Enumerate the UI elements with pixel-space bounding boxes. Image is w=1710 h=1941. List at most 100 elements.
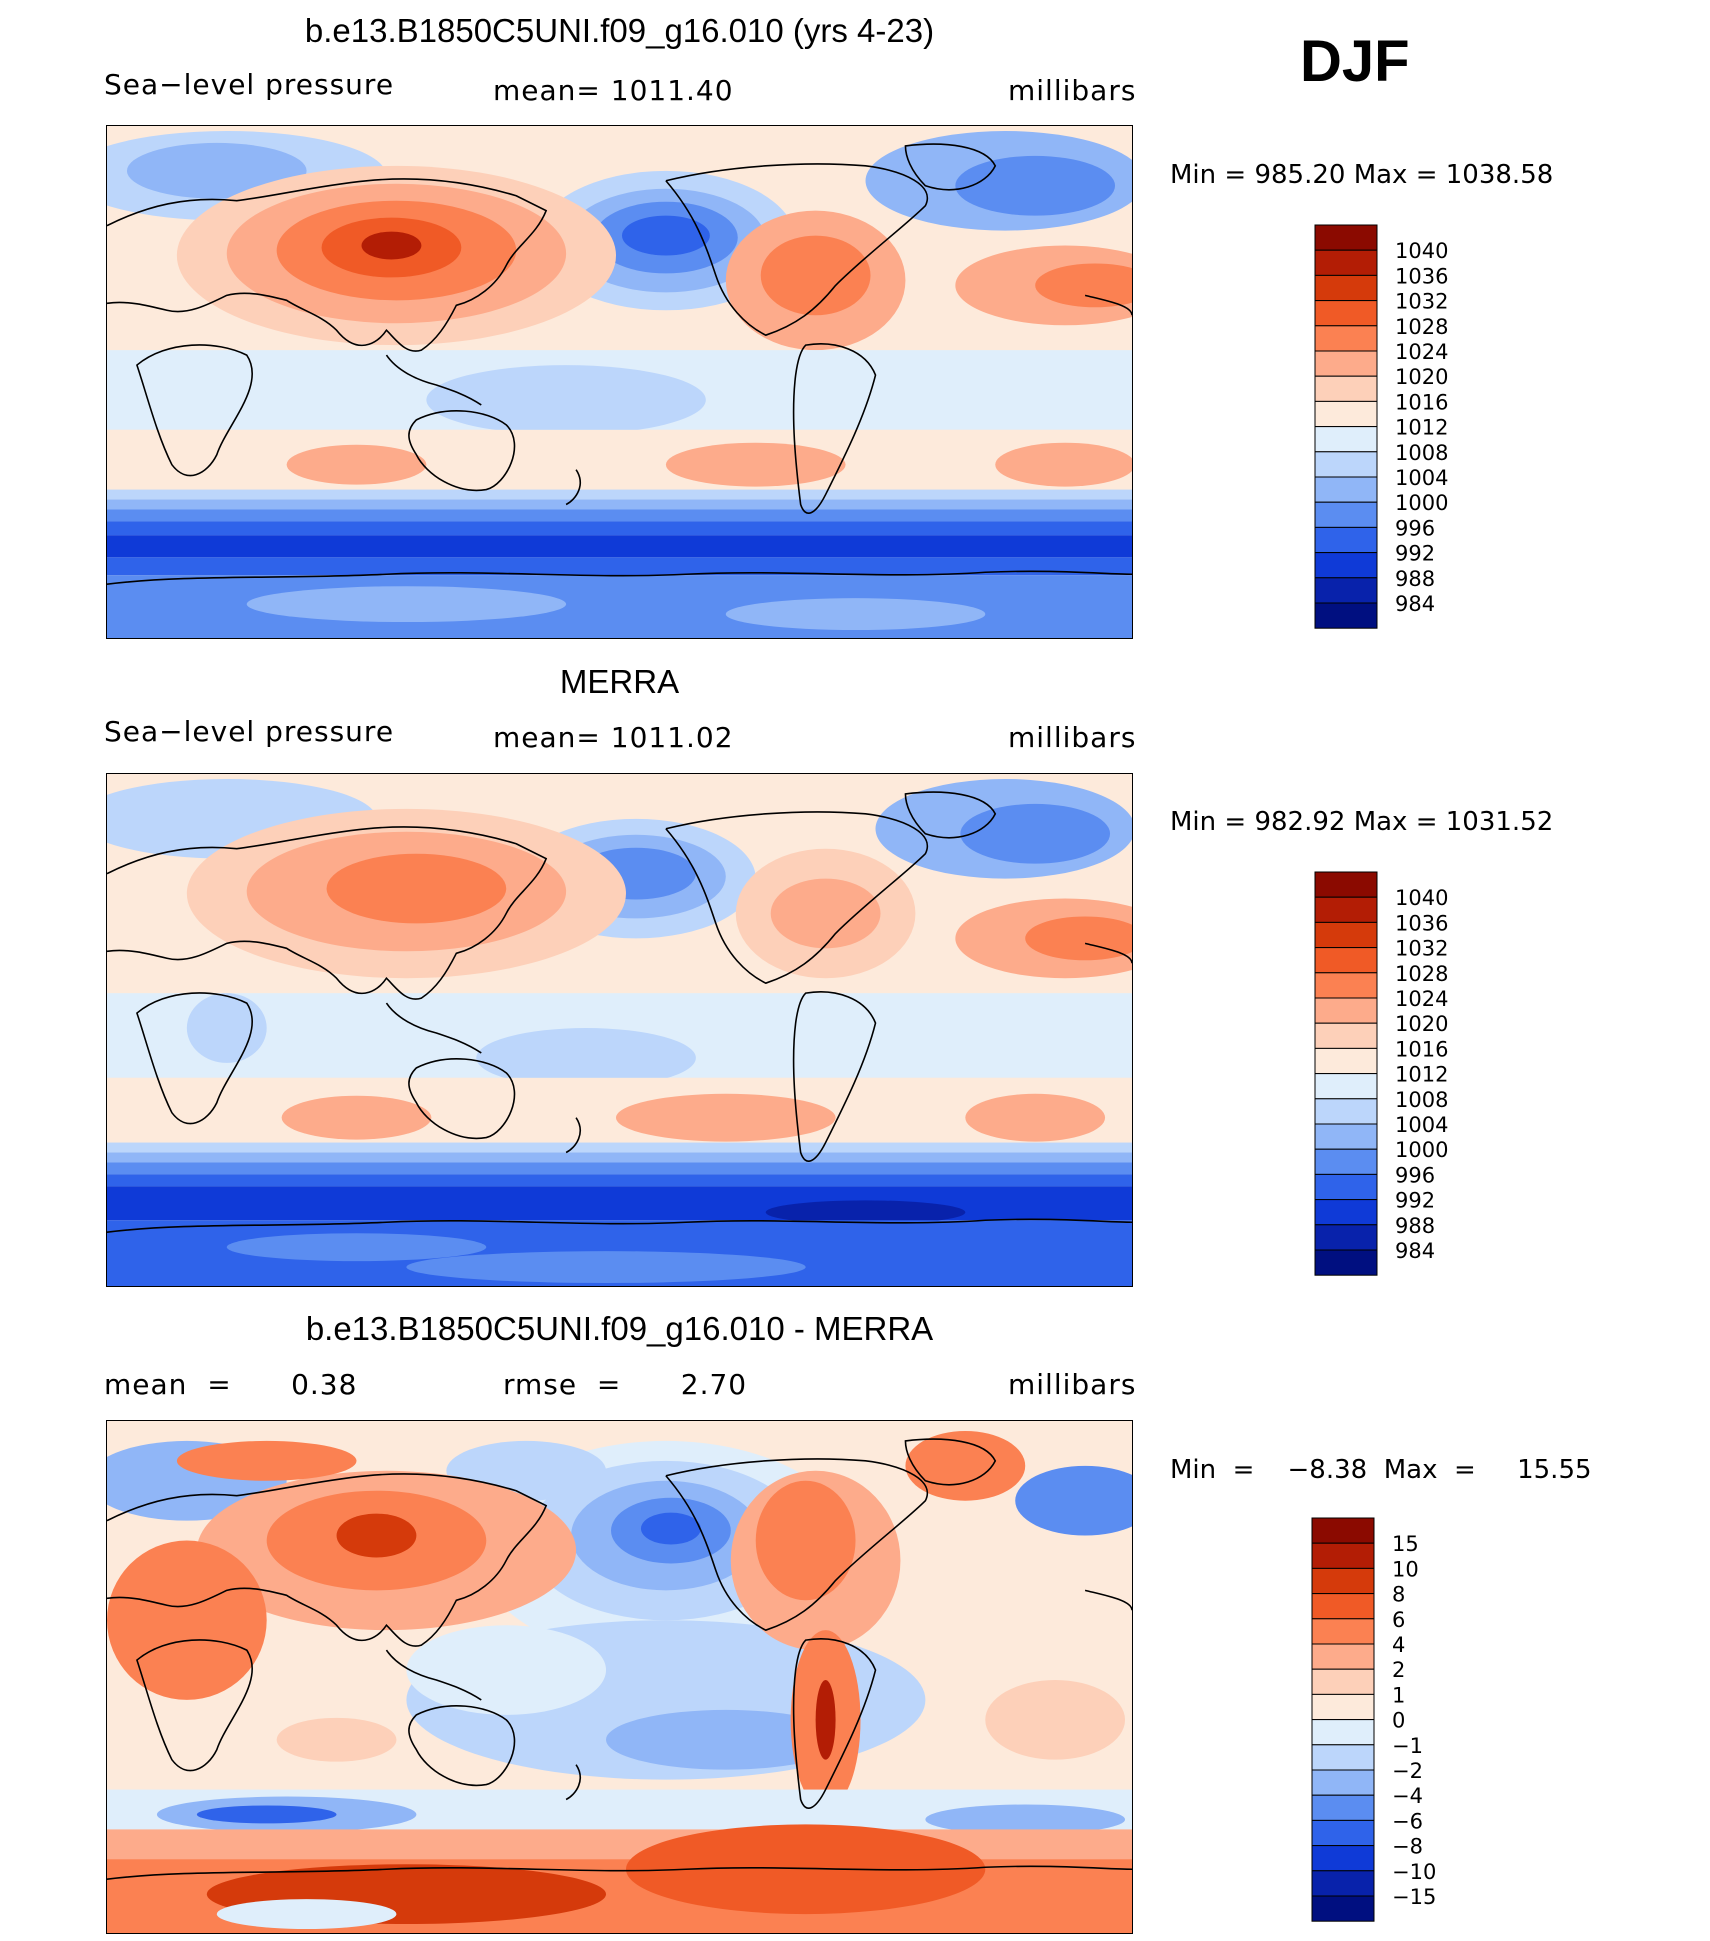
eurasia-coastline	[107, 826, 548, 1000]
colorbar-tick-label: 1016	[1395, 1037, 1448, 1061]
colorbar-swatch	[1314, 1249, 1378, 1276]
north-america-coastline	[665, 163, 929, 337]
colorbar-swatch	[1311, 1542, 1375, 1569]
season-label: DJF	[1300, 29, 1410, 94]
colorbar-swatch	[1314, 947, 1378, 974]
positive-bias-region	[276, 1717, 397, 1762]
positive-bias-region	[755, 1480, 856, 1601]
south-america-coastline	[792, 1638, 877, 1809]
azores-high	[1035, 263, 1132, 308]
north-america-coastline	[665, 811, 929, 985]
subtropical-high	[995, 442, 1132, 487]
colorbar-swatch	[1314, 476, 1378, 503]
panel-2-mean-label: mean= 1011.02	[493, 721, 734, 754]
antarctica-coastline	[107, 1865, 1132, 1881]
colorbar-swatch	[1314, 325, 1378, 352]
colorbar-swatch	[1314, 1148, 1378, 1175]
coastlines	[107, 791, 1132, 1234]
colorbar-swatch	[1311, 1517, 1375, 1544]
subtropical-high	[281, 1095, 432, 1140]
positive-bias-region	[985, 1679, 1126, 1760]
colorbar-tick-label: 0	[1392, 1709, 1405, 1733]
positive-bias-region	[107, 1540, 267, 1700]
trough-band	[107, 1174, 1132, 1187]
panel-1-variable-label: Sea−level pressure	[104, 68, 395, 101]
panel-2-min-max: Min = 982.92 Max = 1031.52	[1170, 807, 1554, 837]
panel-1-map	[106, 125, 1133, 639]
antarctica-coastline	[107, 570, 1132, 586]
panel-1-colorbar-svg: 1040103610321028102410201016101210081004…	[1314, 224, 1448, 629]
south-america-coastline	[792, 343, 877, 514]
colorbar-tick-label: 1000	[1395, 491, 1448, 515]
colorbar-tick-label: −1	[1392, 1734, 1423, 1758]
colorbar-tick-label: 1024	[1395, 340, 1448, 364]
subtropical-high	[665, 442, 846, 487]
subtropical-band	[107, 429, 1132, 490]
colorbar-tick-label: 1012	[1395, 1063, 1448, 1087]
australia-coastline	[408, 410, 516, 492]
negative-bias-region	[1015, 1465, 1132, 1536]
siberian-high-core	[326, 853, 507, 924]
colorbar-swatch	[1314, 1022, 1378, 1049]
colorbar-swatch	[1311, 1794, 1375, 1821]
colorbar-tick-label: 1024	[1395, 987, 1448, 1011]
colorbar-tick-label: 992	[1395, 1189, 1435, 1213]
colorbar-swatch	[1314, 375, 1378, 402]
colorbar-swatch	[1311, 1845, 1375, 1872]
panel-2-colorbar-svg: 1040103610321028102410201016101210081004…	[1314, 871, 1448, 1276]
colorbar-tick-label: 1028	[1395, 962, 1448, 986]
panel-3-mean-label: mean = 0.38	[104, 1368, 358, 1401]
colorbar-swatch	[1311, 1643, 1375, 1670]
negative-bias-region	[925, 1804, 1126, 1835]
colorbar-swatch	[1311, 1593, 1375, 1620]
colorbar-tick-label: −2	[1392, 1759, 1423, 1783]
subtropical-band	[107, 1077, 1132, 1143]
panel-2-map-svg	[107, 774, 1132, 1286]
colorbar-tick-label: 1032	[1395, 937, 1448, 961]
colorbar-swatch	[1314, 921, 1378, 949]
trough-band	[107, 557, 1132, 576]
antarctic-field	[406, 1251, 806, 1284]
maritime-continent-coastline	[385, 1649, 482, 1701]
colorbar-tick-label: 1000	[1395, 1138, 1448, 1162]
greenland-coastline	[904, 143, 997, 191]
iberia-coastline	[1084, 294, 1132, 316]
panel-1-min-max: Min = 985.20 Max = 1038.58	[1170, 160, 1554, 190]
colorbar-tick-label: 1008	[1395, 441, 1448, 465]
colorbar-swatch	[1311, 1719, 1375, 1746]
icelandic-low-core	[955, 155, 1116, 216]
colorbar-swatch	[1314, 501, 1378, 528]
colorbar-tick-label: 6	[1392, 1608, 1405, 1632]
negative-bias-region	[406, 1625, 607, 1715]
colorbar-tick-label: 988	[1395, 1214, 1435, 1238]
colorbar-tick-label: 15	[1392, 1532, 1419, 1556]
panel-3-units-label: millibars	[1008, 1368, 1137, 1401]
colorbar-tick-label: −4	[1392, 1784, 1423, 1808]
iberia-coastline	[1084, 942, 1132, 964]
greenland-coastline	[904, 1438, 997, 1486]
colorbar-swatch	[1314, 871, 1378, 898]
colorbar-swatch	[1314, 526, 1378, 554]
subtropical-high	[286, 444, 427, 485]
trough-band	[107, 1152, 1132, 1163]
colorbar-tick-label: 996	[1395, 1163, 1435, 1187]
colorbar-tick-label: 1036	[1395, 264, 1448, 288]
eurasia-coastline	[107, 1473, 548, 1647]
panel-2-units-label: millibars	[1008, 721, 1137, 754]
maritime-continent-coastline	[385, 1002, 482, 1054]
colorbar-tick-label: 10	[1392, 1557, 1419, 1581]
colorbar-tick-label: −15	[1392, 1885, 1436, 1909]
north-american-high	[760, 235, 871, 316]
panel-3-colorbar: 15 10 8 6 4 2 1 0 −1 −2 −4 −6 −8 −10 −15	[1311, 1517, 1492, 1928]
subtropical-high	[965, 1093, 1106, 1142]
maritime-continent-coastline	[385, 354, 482, 406]
colorbar-swatch	[1314, 1199, 1378, 1226]
colorbar-swatch	[1314, 451, 1378, 478]
panel-1-mean-label: mean= 1011.40	[493, 74, 734, 107]
colorbar-swatch	[1314, 896, 1378, 923]
new-zealand-coastline	[565, 1117, 581, 1154]
colorbar-tick-label: 1016	[1395, 390, 1448, 414]
colorbar-swatch	[1311, 1567, 1375, 1595]
subtropical-high	[616, 1093, 836, 1142]
panel-2-variable-label: Sea−level pressure	[104, 715, 395, 748]
